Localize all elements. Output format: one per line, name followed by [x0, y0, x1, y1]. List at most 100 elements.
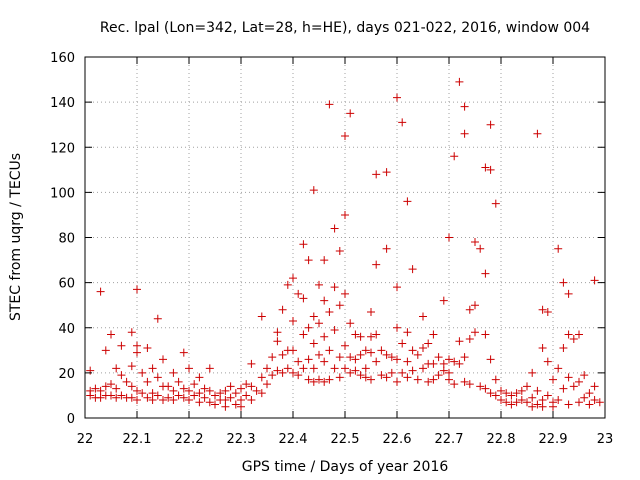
data-point: [185, 386, 193, 395]
data-point: [325, 307, 334, 316]
data-point: [528, 402, 537, 411]
data-point: [439, 359, 448, 368]
data-point: [330, 224, 339, 233]
data-point: [341, 131, 349, 140]
data-point: [393, 93, 401, 102]
data-point: [403, 328, 412, 337]
data-point: [372, 357, 381, 366]
data-point: [247, 382, 256, 391]
data-point: [273, 328, 282, 337]
data-point: [127, 382, 136, 391]
data-point: [424, 339, 433, 348]
x-tick-label: 22.4: [279, 432, 308, 447]
data-point: [393, 323, 401, 332]
data-point: [465, 380, 474, 389]
data-point: [517, 386, 526, 395]
chart-title: Rec. lpal (Lon=342, Lat=28, h=HE), days …: [100, 20, 590, 36]
y-tick-label: 40: [58, 322, 75, 337]
data-point: [377, 346, 386, 355]
data-point: [335, 353, 344, 362]
data-point: [554, 364, 563, 373]
data-point: [512, 398, 521, 407]
x-tick-label: 22.3: [227, 432, 256, 447]
x-tick-label: 22: [77, 432, 94, 447]
data-point: [205, 364, 214, 373]
data-point: [200, 384, 209, 393]
data-point: [117, 371, 126, 380]
data-point: [590, 276, 599, 285]
data-point: [341, 364, 349, 373]
data-point: [257, 373, 266, 382]
data-point: [257, 389, 266, 398]
data-point: [273, 337, 282, 346]
data-point: [595, 398, 604, 407]
data-point: [575, 377, 583, 386]
data-point: [439, 296, 448, 305]
data-point: [554, 244, 563, 253]
data-point: [133, 341, 141, 350]
data-point: [346, 109, 355, 118]
data-point: [127, 393, 136, 402]
data-point: [523, 398, 531, 407]
data-point: [382, 350, 391, 359]
data-point: [237, 402, 245, 411]
x-tick-label: 22.6: [383, 432, 412, 447]
data-point: [460, 377, 469, 386]
data-point: [205, 398, 214, 407]
data-point: [143, 344, 152, 353]
data-point: [159, 355, 167, 364]
data-point: [221, 386, 230, 395]
data-point: [320, 256, 329, 265]
data-point: [112, 384, 121, 393]
data-point: [424, 377, 433, 386]
data-point: [179, 348, 188, 357]
data-point: [356, 332, 365, 341]
data-point: [195, 398, 204, 407]
data-point: [502, 389, 511, 398]
data-points: [86, 77, 604, 411]
data-point: [127, 362, 136, 371]
data-point: [164, 393, 173, 402]
data-point: [330, 364, 339, 373]
data-point: [143, 377, 152, 386]
data-point: [216, 389, 225, 398]
data-point: [538, 305, 547, 314]
data-point: [174, 391, 183, 400]
data-point: [434, 353, 443, 362]
x-tick-label: 22.7: [435, 432, 464, 447]
data-point: [367, 307, 375, 316]
data-point: [335, 247, 344, 256]
data-point: [361, 346, 370, 355]
data-point: [335, 373, 344, 382]
data-point: [179, 393, 188, 402]
data-point: [481, 384, 490, 393]
data-point: [107, 380, 115, 389]
data-point: [309, 377, 318, 386]
data-point: [325, 375, 334, 384]
y-tick-label: 100: [50, 186, 75, 201]
data-point: [549, 375, 557, 384]
data-point: [185, 395, 193, 404]
data-point: [486, 389, 495, 398]
data-point: [471, 301, 479, 310]
data-point: [153, 314, 162, 323]
data-point: [346, 353, 355, 362]
data-point: [481, 163, 490, 172]
data-point: [398, 339, 407, 348]
data-point: [382, 244, 391, 253]
data-point: [304, 323, 313, 332]
data-point: [96, 287, 105, 296]
data-point: [564, 400, 573, 409]
data-point: [439, 366, 448, 375]
data-point: [226, 393, 235, 402]
data-point: [148, 364, 157, 373]
data-point: [419, 364, 427, 373]
data-point: [450, 152, 459, 161]
data-point: [289, 316, 297, 325]
data-point: [356, 371, 365, 380]
data-point: [320, 296, 329, 305]
data-point: [294, 357, 303, 366]
data-point: [153, 391, 162, 400]
data-point: [278, 305, 287, 314]
data-point: [367, 348, 375, 357]
